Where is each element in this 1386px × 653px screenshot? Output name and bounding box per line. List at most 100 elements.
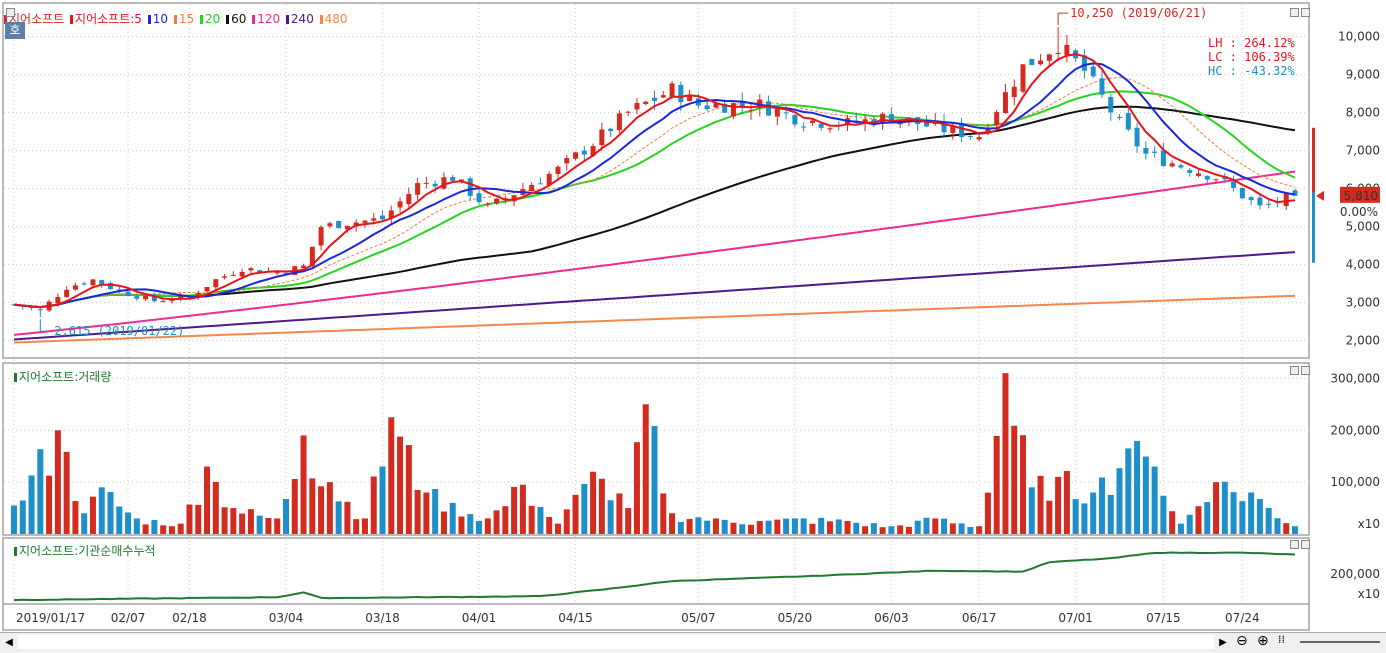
volume-bar <box>54 430 61 534</box>
legend-item-5: 60 <box>226 12 246 26</box>
volume-legend: 지어소프트:거래량 <box>14 368 113 385</box>
x-tick-label: 04/01 <box>462 611 497 625</box>
volume-bar <box>651 425 658 534</box>
price-tick-label: 5,000 <box>1346 220 1380 234</box>
volume-bar <box>1186 514 1193 534</box>
candle-body <box>730 103 736 117</box>
volume-bar <box>493 510 500 534</box>
legend-item-1: 지어소프트:5 <box>70 12 142 26</box>
stat-lc: LC : 106.39% <box>1208 50 1295 64</box>
zoom-out-icon[interactable]: ⊖ <box>1236 633 1248 649</box>
x-tick-label: 02/18 <box>172 611 207 625</box>
price-panel-frame <box>2 2 1310 359</box>
candle-body <box>950 125 956 133</box>
volume-bar <box>949 523 956 534</box>
ma60-line <box>13 105 1296 309</box>
volume-bar <box>247 509 254 534</box>
volume-minimize-button[interactable] <box>1290 366 1299 375</box>
zoom-in-icon[interactable]: ⊕ <box>1257 633 1269 649</box>
legend-item-7: 240 <box>285 12 314 26</box>
candle-body <box>669 83 675 97</box>
volume-bar <box>1125 448 1132 534</box>
scroll-track[interactable] <box>18 635 1214 649</box>
scroll-left-button[interactable]: ◀ <box>5 637 13 648</box>
volume-bar <box>1020 435 1027 534</box>
volume-bar <box>318 486 325 534</box>
candle-body <box>739 101 745 107</box>
candle-body <box>178 295 184 299</box>
bar-count-icon[interactable]: ⁞⁞ <box>1278 633 1285 646</box>
candle-body <box>564 158 570 164</box>
acc-minimize-button[interactable] <box>1290 540 1299 549</box>
volume-bar <box>1055 476 1062 534</box>
candle-body <box>713 103 719 108</box>
candle-body <box>1257 197 1263 206</box>
volume-bar <box>967 526 974 534</box>
candle-body <box>994 112 1000 126</box>
volume-bar <box>449 502 456 534</box>
candle-body <box>239 271 245 277</box>
volume-bar <box>1046 500 1053 534</box>
volume-bar <box>519 484 526 534</box>
quote-badge[interactable]: 호 <box>5 22 25 39</box>
candle-body <box>108 283 114 290</box>
candle-body <box>1169 163 1175 167</box>
candle-body <box>652 97 657 101</box>
legend-item-8: 480 <box>319 12 348 26</box>
candle-body <box>1160 150 1166 166</box>
volume-bar <box>28 475 35 534</box>
volume-bar <box>353 519 360 534</box>
acc-close-button[interactable] <box>1301 540 1310 549</box>
candle-body <box>1011 86 1017 97</box>
accumulation-line <box>13 551 1296 602</box>
candle-body <box>441 177 447 189</box>
volume-close-button[interactable] <box>1301 366 1310 375</box>
candle-body <box>29 307 35 309</box>
zoom-slider[interactable] <box>1300 641 1380 643</box>
volume-bar <box>511 486 518 534</box>
candle-body <box>1081 55 1087 71</box>
x-tick-label: 05/07 <box>681 611 716 625</box>
candle-body <box>625 111 631 113</box>
volume-tick-label: 300,000 <box>1330 371 1380 385</box>
candle-body <box>748 110 754 112</box>
price-close-button[interactable] <box>1301 8 1310 17</box>
candle-body <box>485 204 491 206</box>
candle-body <box>134 296 140 299</box>
candle-body <box>1046 54 1052 61</box>
price-legend: 지어소프트 지어소프트:5 10 15 20 60 120 240 480 <box>4 10 350 27</box>
candle-body <box>318 227 324 246</box>
candle-body <box>125 291 131 296</box>
candle-body <box>467 178 473 196</box>
candle-body <box>37 309 43 311</box>
volume-bar <box>774 519 781 534</box>
volume-bar <box>1177 523 1184 534</box>
price-minimize-button[interactable] <box>1290 8 1299 17</box>
volume-bar <box>274 518 281 534</box>
candle-body <box>976 137 982 140</box>
volume-bar <box>151 519 158 534</box>
volume-bar <box>818 517 825 534</box>
candle-body <box>1213 179 1219 181</box>
x-tick-label: 06/17 <box>962 611 997 625</box>
candle-body <box>204 287 210 292</box>
volume-bar <box>326 482 333 534</box>
volume-bar <box>1230 492 1237 534</box>
candle-body <box>432 183 438 187</box>
current-price-label: 5,810 <box>1344 189 1378 203</box>
chart-scrollbar[interactable]: ◀ ▶ ⊖ ⊕ ⁞⁞ <box>0 632 1386 653</box>
volume-bar <box>730 522 737 534</box>
acc-tick-label: 200,000 <box>1330 567 1380 581</box>
volume-tick-label: 200,000 <box>1330 423 1380 437</box>
volume-bar <box>160 525 167 534</box>
panel-menu-button[interactable] <box>6 8 15 17</box>
volume-bar <box>1169 511 1176 534</box>
candle-body <box>1029 59 1035 65</box>
volume-bar <box>748 524 755 534</box>
volume-bar <box>502 506 509 534</box>
scroll-right-button[interactable]: ▶ <box>1219 637 1227 648</box>
candle-body <box>1239 187 1245 199</box>
candle-body <box>195 292 201 297</box>
volume-bar <box>958 523 965 534</box>
candle-body <box>450 177 456 181</box>
